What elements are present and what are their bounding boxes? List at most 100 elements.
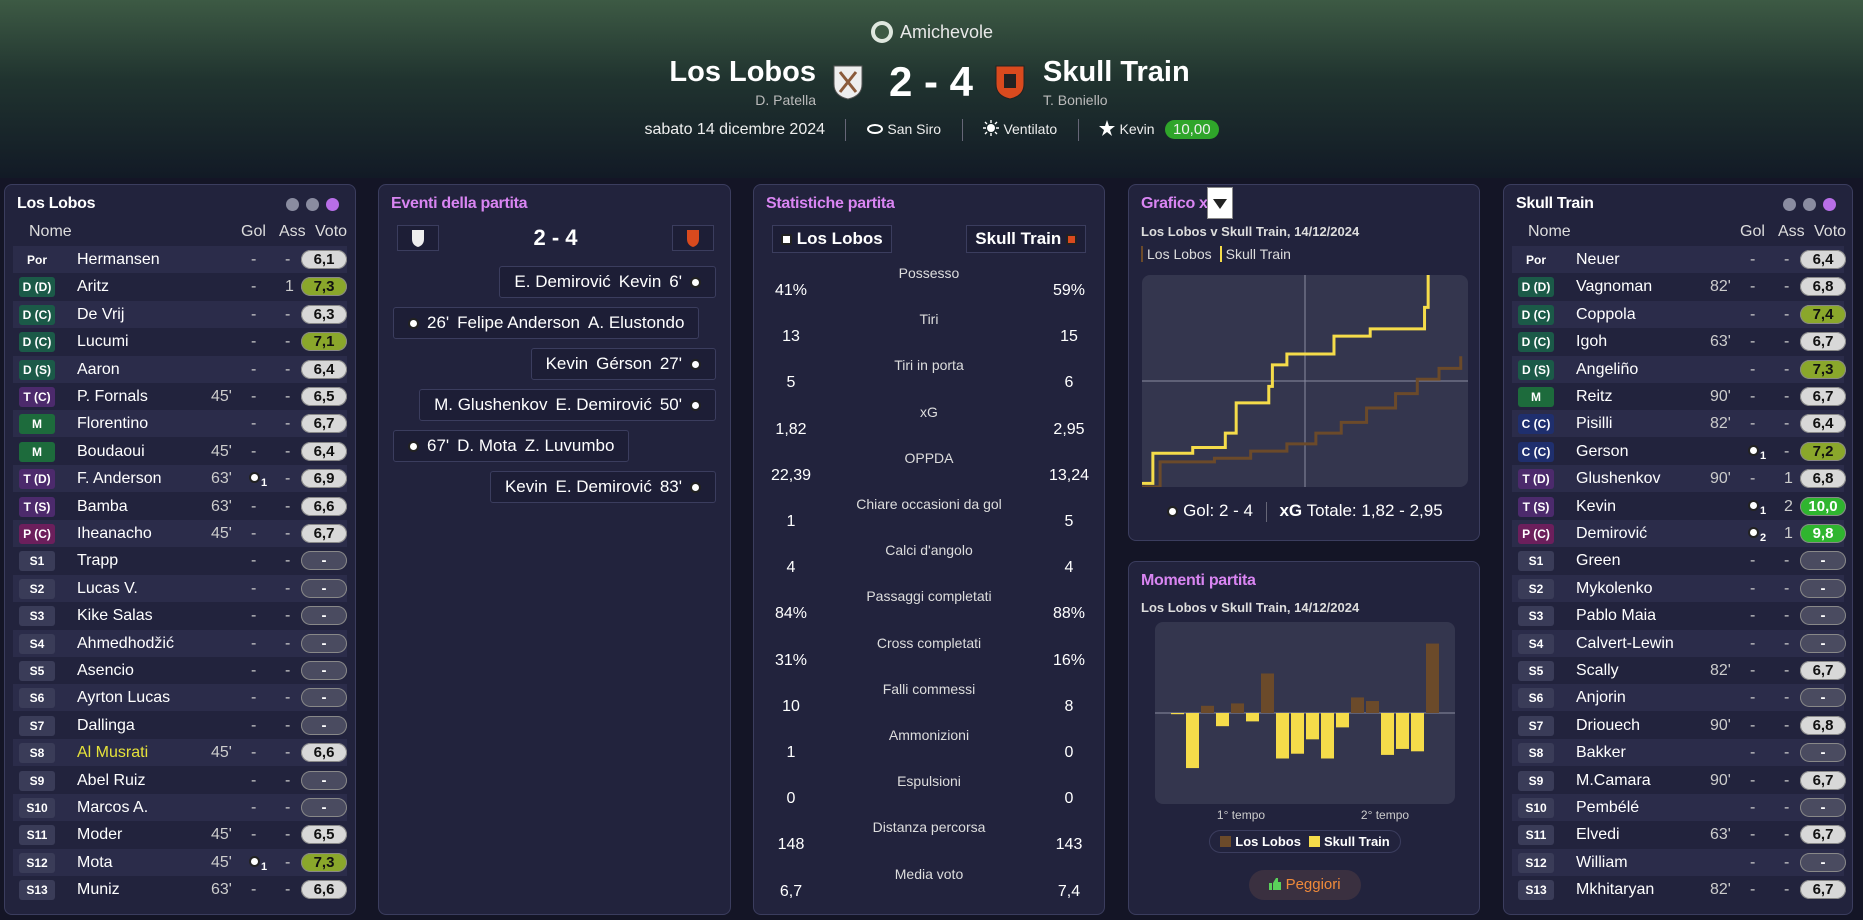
competition-icon (870, 21, 893, 43)
player-row: D (D) Vagnoman 82' - -6,8 (1512, 273, 1846, 301)
player-row: S9 Abel Ruiz - - - (13, 766, 347, 794)
moment-bar (1366, 701, 1379, 713)
position-badge: S4 (19, 633, 55, 654)
assists: - (1784, 689, 1790, 707)
goals: - (251, 388, 257, 405)
rating: 7,1 (301, 332, 347, 352)
player-name: Vagnoman (1576, 278, 1653, 296)
sub-minute: 82' (1710, 415, 1731, 433)
player-name: Trapp (77, 552, 119, 570)
goals: - (1750, 607, 1756, 625)
stat-home: 1 (786, 513, 796, 530)
dropdown-button[interactable] (1207, 187, 1233, 219)
rating: - (1800, 606, 1846, 626)
legend-box: Los Lobos Skull Train (1209, 830, 1401, 853)
xg-panel: Grafico xG Los Lobos v Skull Train, 14/1… (1128, 184, 1480, 541)
legend-swatch (1220, 836, 1232, 847)
position-badge: Por (26, 253, 47, 267)
assists: - (1784, 771, 1790, 789)
event-text: Kevin (504, 477, 548, 496)
view-toggle[interactable] (1803, 198, 1816, 211)
player-row: S1 Green - - - (1512, 547, 1846, 575)
player-row: S11 Moder 45' - -6,5 (13, 821, 347, 849)
stat-label: Media voto (894, 865, 964, 882)
ball-icon (408, 318, 419, 330)
panel-title: Eventi della partita (391, 195, 528, 212)
goals: - (251, 716, 257, 734)
event-text: D. Mota (457, 436, 517, 455)
sub-minute: 82' (1710, 662, 1731, 679)
assists: - (1784, 579, 1790, 597)
sub-minute: 45' (211, 853, 232, 871)
xg-line (1142, 275, 1430, 485)
rating: - (1800, 633, 1846, 653)
player-name: Driouech (1576, 716, 1641, 734)
goals-summary: Gol: 2 - 4 (1183, 501, 1253, 520)
sub-minute: 45' (211, 826, 232, 844)
goals: - (1750, 853, 1756, 871)
assists: - (1784, 305, 1790, 323)
stat-home: 13 (782, 328, 800, 346)
rating: - (1800, 688, 1846, 708)
stat-home: 5 (786, 374, 796, 392)
player-name: Igoh (1576, 333, 1608, 351)
worst-button[interactable]: Peggiori (1249, 870, 1361, 900)
stat-away: 0 (1064, 744, 1074, 761)
event-text: Z. Luvumbo (524, 436, 615, 455)
player-name: Ahmedhodžić (77, 634, 174, 652)
view-toggle[interactable] (326, 198, 339, 211)
panel-title: Statistiche partita (766, 195, 895, 212)
moment-bar (1321, 713, 1334, 759)
goals: - (251, 525, 257, 542)
home-crest (397, 225, 439, 251)
moment-bar (1396, 713, 1409, 749)
stat-away: 6 (1064, 374, 1074, 392)
rating: 6,7 (301, 524, 347, 543)
sub-minute: 82' (1710, 881, 1731, 899)
goal-event: M. Glushenkov E. Demirović 50' (419, 389, 716, 421)
player-row: S2 Mykolenko - - - (1512, 574, 1846, 602)
goal-count: 1 (1760, 449, 1767, 462)
assists: - (285, 579, 291, 597)
view-toggle[interactable] (1823, 198, 1836, 211)
stat-away: 59% (1052, 282, 1086, 299)
position-badge: D (S) (1518, 359, 1554, 380)
player-name: Kevin (1576, 497, 1617, 515)
position-badge: P (C) (1518, 524, 1554, 544)
goals: - (251, 689, 257, 707)
rating: 10,0 (1800, 496, 1846, 516)
column-header: Voto (1814, 223, 1847, 240)
legend-entry: Los Lobos (1235, 834, 1301, 849)
goals: - (251, 826, 257, 844)
assists: - (285, 470, 291, 488)
goals: - (1750, 799, 1756, 816)
assists: - (1784, 251, 1790, 268)
goal-icon (249, 855, 260, 867)
goals: - (251, 799, 257, 816)
player-name: Hermansen (77, 251, 160, 268)
stat-home: 1 (786, 744, 796, 761)
stats-home-name: Los Lobos (796, 229, 883, 248)
sub-minute: 63' (211, 470, 232, 488)
assists: - (285, 771, 291, 789)
player-row: S11 Elvedi 63' - -6,7 (1512, 821, 1846, 849)
position-badge: S6 (19, 688, 55, 709)
player-name: Kike Salas (77, 607, 153, 625)
view-toggle[interactable] (306, 198, 319, 211)
legend-entry: Skull Train (1323, 834, 1390, 849)
player-row: S5 Scally 82' - -6,7 (1512, 657, 1846, 684)
stat-away: 8 (1064, 697, 1074, 715)
assists: 2 (1784, 497, 1793, 515)
view-toggle[interactable] (286, 198, 299, 211)
stat-label: Chiare occasioni da gol (856, 496, 1002, 512)
view-toggle[interactable] (1783, 198, 1796, 211)
stat-label: Possesso (898, 265, 960, 281)
goals: - (251, 415, 257, 433)
assists: - (1784, 716, 1790, 734)
position-badge: S10 (1518, 798, 1554, 818)
goals: - (251, 360, 257, 378)
goals: - (251, 881, 257, 899)
player-name: M.Camara (1576, 771, 1651, 789)
player-name: Al Musrati (77, 744, 149, 762)
stat-label: Distanza percorsa (872, 819, 986, 836)
